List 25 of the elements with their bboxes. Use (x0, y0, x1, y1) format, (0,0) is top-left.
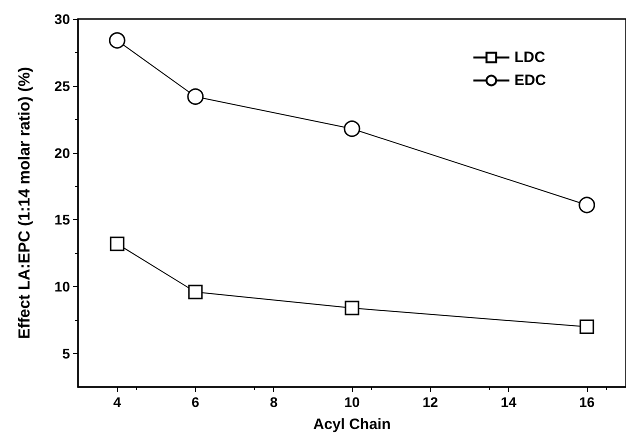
x-tick-label: 10 (344, 394, 360, 410)
x-tick-label: 12 (422, 394, 438, 410)
point (580, 320, 594, 334)
x-tick-label: 16 (579, 394, 595, 410)
y-tick-label: 30 (54, 11, 70, 27)
x-tick-label: 4 (113, 394, 122, 410)
x-axis-title: Acyl Chain (313, 416, 391, 433)
point (578, 196, 596, 214)
point (344, 300, 360, 316)
y-tick-label: 20 (54, 144, 70, 161)
x-tick-label: 8 (270, 394, 278, 410)
y-tick-label: 25 (54, 78, 70, 94)
x-tick-label: 14 (500, 394, 517, 410)
y-tick-label: 15 (54, 212, 70, 228)
legend-label: LDC (514, 49, 546, 66)
x-tick-label: 6 (192, 394, 200, 410)
legend-label: EDC (514, 72, 546, 89)
point (110, 236, 124, 252)
y-axis-title: Effect LA:EPC (1:14 molar ratio) (%) (16, 66, 34, 340)
point (188, 284, 203, 300)
point (187, 88, 204, 105)
point (108, 32, 126, 49)
y-tick-label: 5 (62, 346, 70, 362)
point (344, 120, 360, 137)
y-tick-label: 10 (54, 278, 70, 295)
